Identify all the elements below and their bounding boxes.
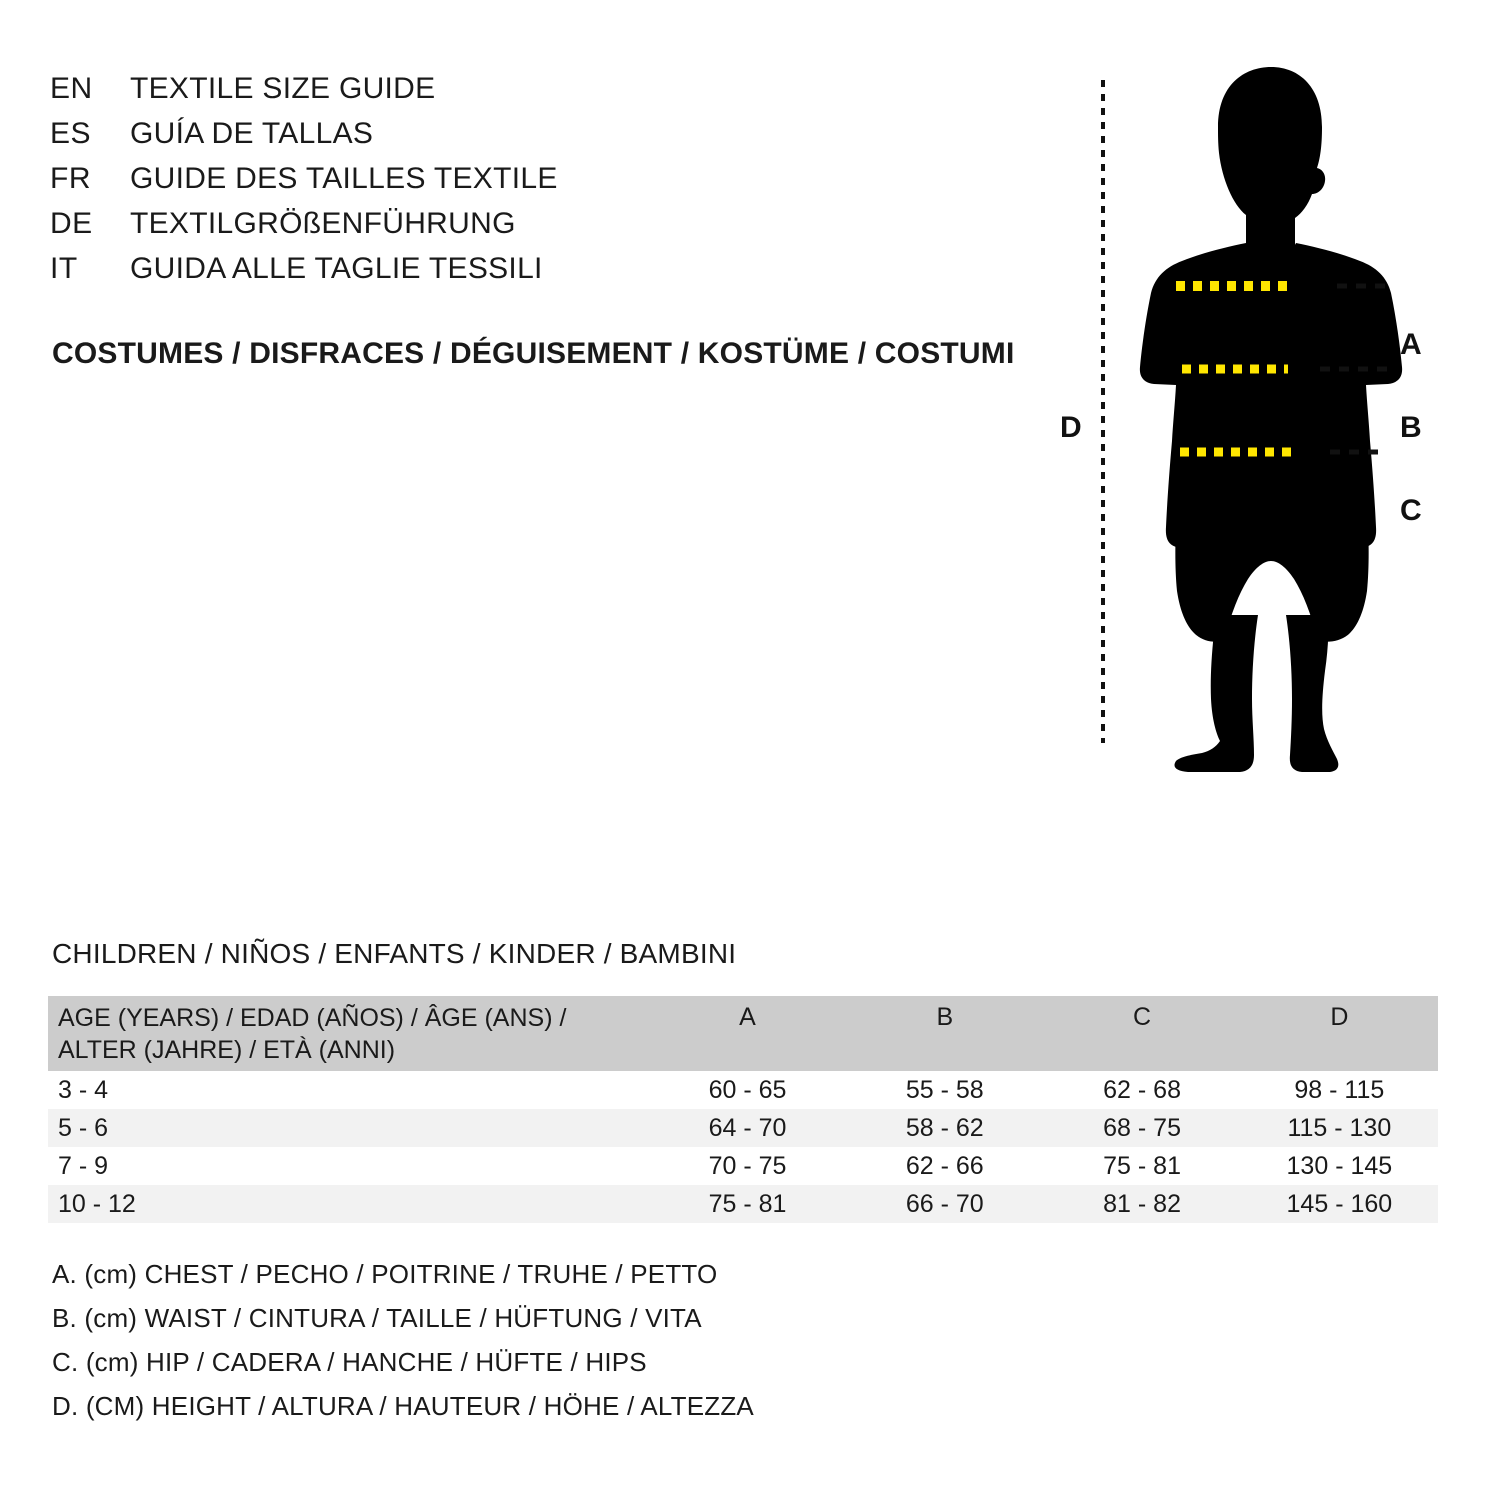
cell-age: 3 - 4 <box>48 1071 649 1109</box>
language-title-fr: GUIDE DES TAILLES TEXTILE <box>130 162 558 195</box>
cell-height: 130 - 145 <box>1240 1147 1438 1185</box>
cell-age: 5 - 6 <box>48 1109 649 1147</box>
cell-hip: 68 - 75 <box>1043 1109 1241 1147</box>
language-code-de: DE <box>50 207 93 240</box>
column-header-age: AGE (YEARS) / EDAD (AÑOS) / ÂGE (ANS) / … <box>48 996 649 1071</box>
cell-chest: 70 - 75 <box>648 1147 847 1185</box>
column-header-age-line2: ALTER (JAHRE) / ETÀ (ANNI) <box>58 1035 396 1064</box>
table-row: 3 - 4 60 - 65 55 - 58 62 - 68 98 - 115 <box>48 1071 1438 1109</box>
table-row: 5 - 6 64 - 70 58 - 62 68 - 75 115 - 130 <box>48 1109 1438 1147</box>
language-row-es: ES GUÍA DE TALLAS <box>50 117 690 162</box>
language-title-de: TEXTILGRÖßENFÜHRUNG <box>130 207 516 240</box>
language-row-fr: FR GUIDE DES TAILLES TEXTILE <box>50 162 690 207</box>
child-silhouette-icon <box>1101 67 1403 772</box>
cell-chest: 64 - 70 <box>648 1109 847 1147</box>
size-guide-title-block: EN TEXTILE SIZE GUIDE ES GUÍA DE TALLAS … <box>50 72 690 297</box>
children-section-heading: CHILDREN / NIÑOS / ENFANTS / KINDER / BA… <box>52 938 737 969</box>
language-code-en: EN <box>50 72 93 105</box>
marker-label-d: D <box>1060 411 1082 444</box>
column-header-age-line1: AGE (YEARS) / EDAD (AÑOS) / ÂGE (ANS) / <box>58 1003 567 1032</box>
cell-hip: 81 - 82 <box>1043 1185 1241 1223</box>
column-header-d: D <box>1240 996 1438 1071</box>
language-code-fr: FR <box>50 162 91 195</box>
cell-waist: 66 - 70 <box>846 1185 1044 1223</box>
language-title-es: GUÍA DE TALLAS <box>130 117 374 150</box>
cell-waist: 62 - 66 <box>846 1147 1044 1185</box>
language-row-it: IT GUIDA ALLE TAGLIE TESSILI <box>50 252 690 297</box>
measurement-figure: A B C D <box>1030 55 1480 775</box>
legend-line-a: A. (cm) CHEST / PECHO / POITRINE / TRUHE… <box>52 1259 718 1289</box>
child-body-shape <box>1139 67 1403 772</box>
product-category-line: COSTUMES / DISFRACES / DÉGUISEMENT / KOS… <box>52 337 1015 370</box>
column-header-a: A <box>648 996 847 1071</box>
legend-line-c: C. (cm) HIP / CADERA / HANCHE / HÜFTE / … <box>52 1347 647 1377</box>
cell-waist: 55 - 58 <box>846 1071 1044 1109</box>
language-title-it: GUIDA ALLE TAGLIE TESSILI <box>130 252 543 285</box>
cell-chest: 60 - 65 <box>648 1071 847 1109</box>
table-row: 7 - 9 70 - 75 62 - 66 75 - 81 130 - 145 <box>48 1147 1438 1185</box>
table-header-row: AGE (YEARS) / EDAD (AÑOS) / ÂGE (ANS) / … <box>48 996 1438 1071</box>
cell-age: 10 - 12 <box>48 1185 649 1223</box>
marker-label-a: A <box>1400 328 1422 361</box>
column-header-b: B <box>846 996 1044 1071</box>
size-chart-table: AGE (YEARS) / EDAD (AÑOS) / ÂGE (ANS) / … <box>48 996 1438 1223</box>
language-row-en: EN TEXTILE SIZE GUIDE <box>50 72 690 117</box>
cell-age: 7 - 9 <box>48 1147 649 1185</box>
legend-line-b: B. (cm) WAIST / CINTURA / TAILLE / HÜFTU… <box>52 1303 702 1333</box>
language-title-en: TEXTILE SIZE GUIDE <box>130 72 436 105</box>
language-code-it: IT <box>50 252 78 285</box>
language-row-de: DE TEXTILGRÖßENFÜHRUNG <box>50 207 690 252</box>
column-header-c: C <box>1043 996 1241 1071</box>
language-code-es: ES <box>50 117 92 150</box>
marker-label-c: C <box>1400 494 1422 527</box>
cell-height: 115 - 130 <box>1240 1109 1438 1147</box>
cell-height: 145 - 160 <box>1240 1185 1438 1223</box>
cell-waist: 58 - 62 <box>846 1109 1044 1147</box>
measurement-legend: A. (cm) CHEST / PECHO / POITRINE / TRUHE… <box>52 1252 952 1428</box>
marker-label-b: B <box>1400 411 1422 444</box>
cell-hip: 62 - 68 <box>1043 1071 1241 1109</box>
legend-line-d: D. (CM) HEIGHT / ALTURA / HAUTEUR / HÖHE… <box>52 1391 754 1421</box>
cell-height: 98 - 115 <box>1240 1071 1438 1109</box>
cell-hip: 75 - 81 <box>1043 1147 1241 1185</box>
cell-chest: 75 - 81 <box>648 1185 847 1223</box>
table-row: 10 - 12 75 - 81 66 - 70 81 - 82 145 - 16… <box>48 1185 1438 1223</box>
